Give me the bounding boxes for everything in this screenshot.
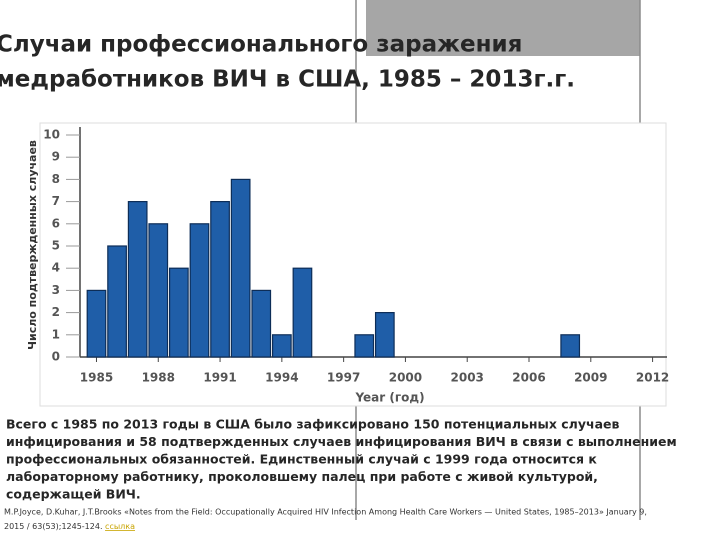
x-tick-label: 1994 [265, 371, 298, 385]
title: медработников ВИЧ в США, 1985 – 2013г.г. [0, 67, 575, 93]
bar [189, 223, 210, 358]
y-tick-label: 3 [52, 283, 60, 297]
body-text: лабораторному работнику, проколовшему па… [6, 469, 598, 484]
bar [271, 334, 292, 358]
x-tick-label: 1988 [142, 371, 175, 385]
bar [230, 178, 251, 358]
bar [127, 201, 148, 358]
x-tick-label: 1991 [203, 371, 236, 385]
bar [354, 334, 375, 358]
bar [107, 245, 127, 358]
bar [374, 312, 395, 358]
decor-block [366, 0, 640, 56]
bar [168, 267, 189, 358]
bar [292, 267, 313, 358]
y-tick-label: 0 [52, 350, 60, 364]
bar [560, 334, 581, 358]
citation-link[interactable]: ссылка [105, 522, 135, 531]
body-text: Всего с 1985 по 2013 годы в США было заф… [6, 417, 619, 432]
bar [210, 201, 230, 358]
y-axis-label: Число подтвержденных случаев [26, 140, 39, 350]
x-tick-label: 2000 [389, 371, 422, 385]
body-text: инфицирования и 58 подтвержденных случае… [6, 434, 677, 449]
title: Случаи профессионального заражения [0, 32, 522, 58]
y-tick-label: 2 [52, 305, 60, 319]
x-tick-label: 1997 [327, 371, 360, 385]
citation: M.P.Joyce, D.Kuhar, J.T.Brooks «Notes fr… [4, 508, 647, 517]
y-tick-label: 9 [52, 150, 60, 164]
bar [148, 223, 169, 358]
bar [86, 289, 107, 358]
y-tick-label: 1 [52, 327, 60, 341]
x-tick-label: 2009 [574, 371, 607, 385]
y-tick-label: 8 [52, 172, 60, 186]
y-tick-label: 6 [52, 216, 60, 230]
x-tick-label: 2006 [512, 371, 545, 385]
x-tick-label: 2012 [636, 371, 669, 385]
body-text: содержащей ВИЧ. [6, 487, 141, 502]
y-tick-label: 5 [52, 239, 60, 253]
bar [251, 289, 272, 358]
body-text: профессиональных обязанностей. Единствен… [6, 452, 597, 467]
citation: 2015 / 63(53);1245-124. [4, 522, 103, 531]
x-tick-label: 1985 [80, 371, 113, 385]
x-tick-label: 2003 [451, 371, 484, 385]
x-axis-label: Year (год) [354, 391, 424, 405]
citation: 2015 / 63(53);1245-124. ссылка [4, 522, 135, 531]
y-tick-label: 7 [52, 194, 60, 208]
y-tick-label: 4 [52, 261, 60, 275]
y-tick-label: 10 [43, 128, 60, 142]
